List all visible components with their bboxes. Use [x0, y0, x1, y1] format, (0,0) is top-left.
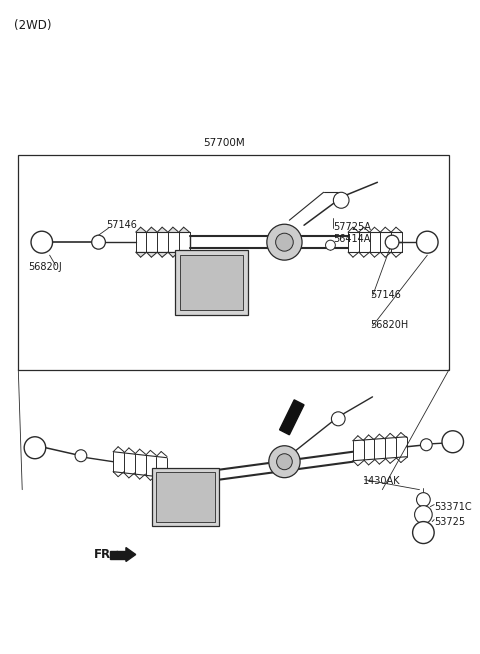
- Circle shape: [331, 412, 345, 426]
- Text: 53371C: 53371C: [434, 502, 472, 511]
- Circle shape: [417, 232, 438, 253]
- Text: 57146: 57146: [371, 290, 401, 300]
- Circle shape: [334, 192, 349, 208]
- Text: 56820J: 56820J: [28, 262, 62, 272]
- Circle shape: [442, 431, 464, 453]
- Polygon shape: [279, 400, 304, 435]
- Bar: [18, 156, 449, 370]
- Polygon shape: [110, 551, 126, 559]
- Polygon shape: [179, 227, 190, 232]
- Polygon shape: [157, 252, 168, 257]
- Circle shape: [417, 492, 430, 507]
- Circle shape: [413, 522, 434, 543]
- Polygon shape: [168, 227, 179, 232]
- FancyBboxPatch shape: [152, 468, 219, 526]
- Circle shape: [276, 233, 293, 251]
- FancyBboxPatch shape: [175, 250, 248, 315]
- Circle shape: [325, 240, 336, 250]
- Text: 57700M: 57700M: [203, 139, 245, 148]
- Text: 53725: 53725: [434, 517, 465, 526]
- Circle shape: [420, 439, 432, 451]
- Circle shape: [92, 235, 106, 249]
- Polygon shape: [168, 252, 179, 257]
- Text: FR.: FR.: [94, 547, 116, 560]
- Polygon shape: [136, 227, 146, 232]
- Text: 57725A: 57725A: [334, 222, 371, 232]
- Circle shape: [269, 446, 300, 477]
- Polygon shape: [157, 227, 168, 232]
- Polygon shape: [179, 252, 190, 257]
- Text: 1430AK: 1430AK: [363, 475, 400, 486]
- Circle shape: [75, 450, 87, 462]
- Circle shape: [276, 454, 292, 470]
- Text: 56820H: 56820H: [371, 320, 409, 330]
- Text: 56414A: 56414A: [334, 234, 371, 244]
- Circle shape: [415, 506, 432, 524]
- FancyBboxPatch shape: [180, 255, 243, 310]
- Circle shape: [267, 224, 302, 260]
- Text: (2WD): (2WD): [14, 19, 52, 31]
- Polygon shape: [146, 227, 157, 232]
- Polygon shape: [146, 252, 157, 257]
- Circle shape: [385, 235, 399, 249]
- Text: 57146: 57146: [107, 220, 137, 230]
- FancyBboxPatch shape: [156, 472, 215, 522]
- Circle shape: [31, 232, 52, 253]
- Polygon shape: [126, 547, 136, 562]
- Circle shape: [24, 437, 46, 458]
- Polygon shape: [136, 252, 146, 257]
